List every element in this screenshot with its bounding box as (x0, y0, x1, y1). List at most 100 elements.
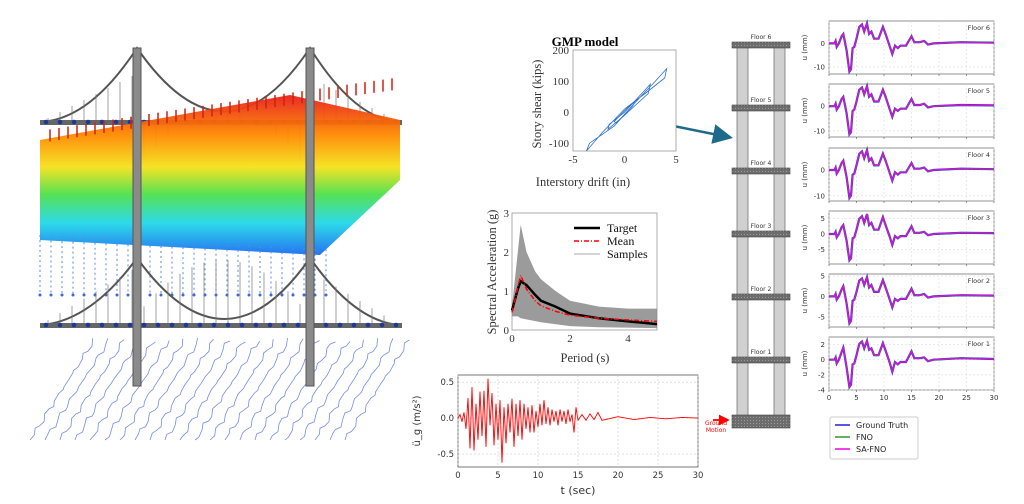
legend-ground-truth: Ground Truth (856, 421, 908, 430)
xtick-label: 0 (827, 394, 831, 402)
excitation-arrow-head (291, 293, 295, 297)
support-ground-motion-trace (29, 338, 93, 441)
floor-title: Floor 1 (968, 340, 990, 348)
deck-node (393, 322, 399, 328)
support-ground-motion-trace (344, 339, 410, 441)
hysteresis-loop-1 (607, 82, 652, 131)
support-ground-motion-trace (44, 338, 109, 441)
sa-fno-line (829, 21, 995, 74)
legend-sa-fno: SA-FNO (856, 445, 886, 454)
ytick-label: 5 (821, 215, 825, 223)
deck-node (267, 322, 273, 328)
excitation-arrow-head (236, 293, 240, 297)
floor-label: Floor 4 (751, 160, 772, 167)
spectrum-xtick: 4 (625, 333, 631, 345)
excitation-arrow-head (280, 293, 284, 297)
ylabel: u (mm) (801, 287, 809, 313)
support-ground-motion-trace (269, 341, 336, 441)
bridge-tower-right (305, 47, 315, 387)
deck-node (113, 322, 119, 328)
ytick-label: -5 (818, 246, 825, 254)
floor-slab (731, 293, 791, 301)
support-ground-motion-trace (164, 340, 231, 441)
floor-label: Floor 6 (751, 34, 772, 41)
ground-motion-label-line2: Motion (706, 427, 727, 434)
support-ground-motion-trace (134, 337, 198, 441)
deck-node (127, 322, 133, 328)
ytick-label: 2 (821, 341, 825, 349)
hysteresis-loop-2 (613, 101, 636, 124)
sa-fno-line (829, 83, 995, 136)
gmp-xtick: -5 (568, 154, 578, 166)
excitation-arrow-head (71, 293, 75, 297)
deck-node (351, 322, 357, 328)
floor-slab (731, 104, 791, 112)
floor-response-chart-4: 0 -10 u (mm) Floor 4 (801, 145, 995, 203)
mean-spectrum-line (511, 273, 658, 323)
floor-slab (731, 356, 791, 364)
support-ground-motion-trace (224, 337, 288, 441)
excitation-arrow-head (49, 293, 53, 297)
excitation-arrow-head (148, 293, 152, 297)
suspension-bridge-illustration (29, 46, 410, 441)
legend-box (829, 416, 919, 460)
excitation-arrow-head (181, 293, 185, 297)
deck-node (43, 119, 49, 125)
response-heatmap-surface (40, 95, 400, 255)
excitation-arrow-head (269, 293, 273, 297)
excitation-arrow-head (60, 293, 64, 297)
ground-motion-ytick: 0.5 (440, 378, 454, 388)
support-ground-motion-trace (59, 339, 125, 441)
ytick-label: 5 (821, 273, 825, 281)
ylabel: u (mm) (801, 34, 809, 60)
floor-slab (731, 230, 791, 238)
excitation-arrow-head (159, 293, 163, 297)
spectrum-legend-label: Mean (607, 234, 634, 248)
gmp-ytick: 200 (553, 45, 570, 57)
deck-node (113, 119, 119, 125)
deck-node (155, 322, 161, 328)
sa-fno-line (829, 275, 995, 325)
gmp-ytick: -100 (549, 138, 570, 150)
deck-node (85, 119, 91, 125)
hysteresis-loop-0 (586, 67, 668, 152)
sa-fno-line (829, 213, 995, 262)
deck-node (365, 322, 371, 328)
floor-label: Floor 5 (751, 97, 772, 104)
ground-motion-ytick: 0.0 (440, 414, 454, 424)
gmp-ytick: 0 (564, 107, 570, 119)
spectrum-legend-label: Target (607, 221, 638, 235)
floor-title: Floor 2 (968, 277, 990, 285)
deck-node (337, 322, 343, 328)
ytick-label: -10 (814, 192, 825, 200)
ground-motion-xtick: 5 (495, 471, 500, 481)
gmp-xlabel: Interstory drift (in) (536, 175, 630, 189)
ytick-label: 0 (821, 356, 825, 364)
support-ground-motion-trace (194, 340, 260, 441)
spectrum-xlabel: Period (s) (561, 351, 610, 365)
floor-title: Floor 3 (968, 214, 990, 222)
support-ground-motion-trace (299, 339, 364, 441)
ytick-label: 0 (821, 293, 825, 301)
deck-node (57, 119, 63, 125)
deck-node (239, 322, 245, 328)
excitation-arrow-head (258, 293, 262, 297)
deck-node (183, 322, 189, 328)
deck-node (281, 322, 287, 328)
samples-band (512, 224, 657, 329)
support-ground-motion-trace (74, 341, 141, 441)
ytick-label: -2 (818, 371, 825, 379)
deck-node (211, 322, 217, 328)
floor-response-chart-2: 5 0 -5 u (mm) Floor 2 (801, 273, 995, 329)
support-ground-motion-trace (179, 341, 246, 441)
support-ground-motion-trace (314, 338, 378, 441)
deck-node (71, 322, 77, 328)
deck-node (169, 322, 175, 328)
xtick-label: 25 (962, 394, 971, 402)
excitation-arrow-head (324, 293, 328, 297)
deck-node (253, 322, 259, 328)
ylabel: u (mm) (801, 97, 809, 123)
spectrum-ytick: 1 (504, 286, 510, 298)
ground-motion-chart: t (sec) ü_g (m/s²) 0 5 10 15 20 25 30 0.5 0.0 -0.… (412, 374, 703, 497)
